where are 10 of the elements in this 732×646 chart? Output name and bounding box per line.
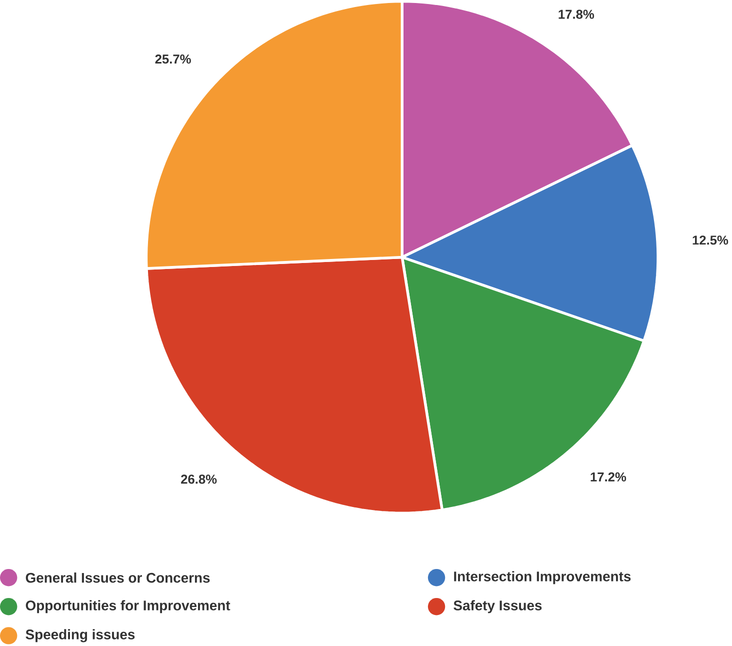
legend-label: Intersection Improvements xyxy=(454,571,631,584)
legend-label: Safety Issues xyxy=(454,600,542,614)
data-label: 12.5% xyxy=(692,236,728,245)
legend-label: Speeding issues xyxy=(26,629,135,642)
data-label: 25.7% xyxy=(155,54,191,64)
data-label: 17.2% xyxy=(590,472,626,482)
legend-label: General Issues or Concerns xyxy=(26,572,210,583)
legend-label: Opportunities for Improvement xyxy=(26,600,230,614)
data-label: 17.8% xyxy=(558,10,594,19)
data-label: 26.8% xyxy=(181,474,217,484)
